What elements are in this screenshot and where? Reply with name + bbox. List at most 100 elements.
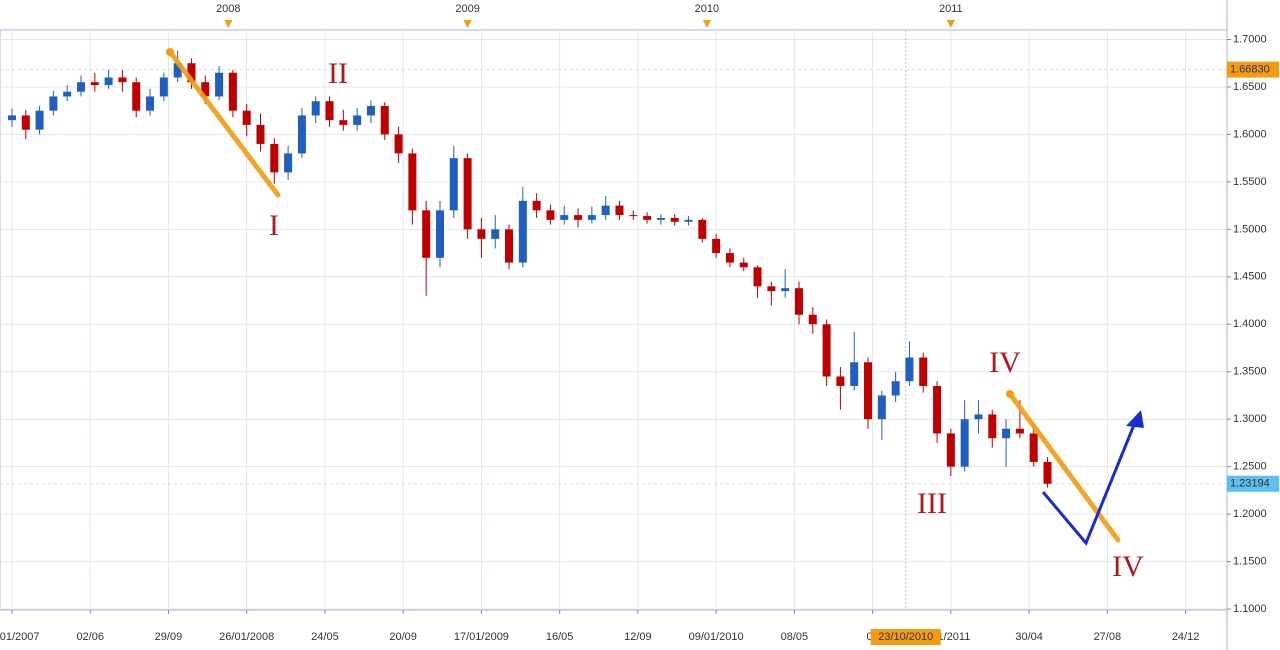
price-marker-label: 1.23194 <box>1230 478 1270 490</box>
candle-body <box>49 96 58 111</box>
year-marker <box>702 20 711 28</box>
candle-body <box>435 210 444 258</box>
candle-body <box>35 110 44 130</box>
candle-body <box>7 115 16 121</box>
year-marker <box>463 20 472 28</box>
candle-body <box>284 153 293 173</box>
y-tick-label: 1.6500 <box>1233 81 1267 93</box>
x-tick-label: 09/01/2010 <box>689 631 744 643</box>
candle-body <box>408 153 417 211</box>
candle-body <box>532 200 541 211</box>
candle-body <box>366 105 375 116</box>
candle-body <box>242 110 251 125</box>
trend-point <box>1006 390 1014 398</box>
year-marker <box>224 20 233 28</box>
right-axis <box>1227 0 1280 650</box>
y-tick-label: 1.4500 <box>1233 271 1267 283</box>
candle-body <box>256 124 265 144</box>
x-tick-label: 24/12 <box>1172 631 1200 643</box>
y-tick-label: 1.4000 <box>1233 318 1267 330</box>
candle-body <box>560 215 569 220</box>
candle-body <box>905 357 914 382</box>
candle-body <box>21 115 30 130</box>
candle-body <box>698 219 707 239</box>
x-tick-label: 17/01/2009 <box>454 631 509 643</box>
candle-body <box>808 314 817 325</box>
candle-body <box>505 229 514 263</box>
y-tick-label: 1.5000 <box>1233 223 1267 235</box>
wave-label: IV <box>989 346 1021 379</box>
candle-body <box>422 210 431 258</box>
candle-body <box>270 143 279 173</box>
candle-body <box>656 217 665 220</box>
candle-body <box>781 288 790 292</box>
price-marker-bg <box>1227 61 1279 78</box>
candle-body <box>864 362 873 420</box>
candle-body <box>159 77 168 97</box>
candle-body <box>615 205 624 216</box>
candle-body <box>974 414 983 420</box>
x-tick-label: 29/09 <box>155 631 183 643</box>
candle-body <box>725 253 734 263</box>
candle-body <box>1002 428 1011 439</box>
price-marker-label: 1.66830 <box>1230 63 1270 75</box>
candle-body <box>850 362 859 386</box>
x-tick-label: 16/05 <box>546 631 574 643</box>
candle-body <box>477 229 486 239</box>
candle-body <box>311 101 320 116</box>
cursor-label: 23/10/2010 <box>878 631 933 643</box>
candle-body <box>353 115 362 125</box>
price-marker-bg <box>1227 475 1279 492</box>
x-tick-label: 06/01/2007 <box>0 631 39 643</box>
forecast-path <box>1041 419 1138 546</box>
y-tick-label: 1.1000 <box>1233 603 1267 615</box>
y-tick-label: 1.5500 <box>1233 176 1267 188</box>
candle-body <box>1043 461 1052 484</box>
year-label: 2011 <box>939 3 963 15</box>
grid <box>0 30 1227 610</box>
trend-line <box>167 49 281 198</box>
candle-body <box>77 82 86 92</box>
candle-body <box>891 381 900 396</box>
candle-body <box>63 91 72 97</box>
candle-body <box>753 267 762 287</box>
candle-body <box>836 376 845 386</box>
candle-body <box>794 288 803 315</box>
candle-body <box>960 419 969 467</box>
candle-body <box>574 215 583 220</box>
y-tick-label: 1.2000 <box>1233 508 1267 520</box>
y-tick-label: 1.2500 <box>1233 461 1267 473</box>
candle-body <box>767 286 776 292</box>
candles <box>7 50 1052 488</box>
x-tick-label: 20/09 <box>389 631 417 643</box>
y-tick-label: 1.7000 <box>1233 33 1267 45</box>
candle-body <box>933 385 942 434</box>
candle-body <box>1029 433 1038 462</box>
candle-body <box>546 210 555 220</box>
candle-body <box>132 82 141 111</box>
x-tick-label: 02/06 <box>76 631 104 643</box>
candle-body <box>215 72 224 97</box>
x-tick-label: 26/01/2008 <box>219 631 274 643</box>
x-tick-label: 01/2011 <box>931 631 970 643</box>
x-tick-label: 27/08 <box>1094 631 1122 643</box>
candle-body <box>643 216 652 220</box>
wave-label: II <box>328 57 348 90</box>
year-label: 2010 <box>695 3 719 15</box>
candle-body <box>629 215 638 217</box>
candle-body <box>491 229 500 239</box>
candle-body <box>118 77 127 83</box>
candle-body <box>104 77 113 86</box>
wave-label: I <box>269 209 279 242</box>
year-marker <box>946 20 955 28</box>
y-tick-label: 1.6000 <box>1233 128 1267 140</box>
x-tick-label: 08/05 <box>781 631 809 643</box>
candle-body <box>822 324 831 377</box>
wave-label: III <box>917 487 947 520</box>
candle-body <box>187 63 196 83</box>
candle-body <box>449 158 458 211</box>
top-axis <box>0 0 1227 30</box>
candle-body <box>587 215 596 220</box>
candle-body <box>919 357 928 386</box>
